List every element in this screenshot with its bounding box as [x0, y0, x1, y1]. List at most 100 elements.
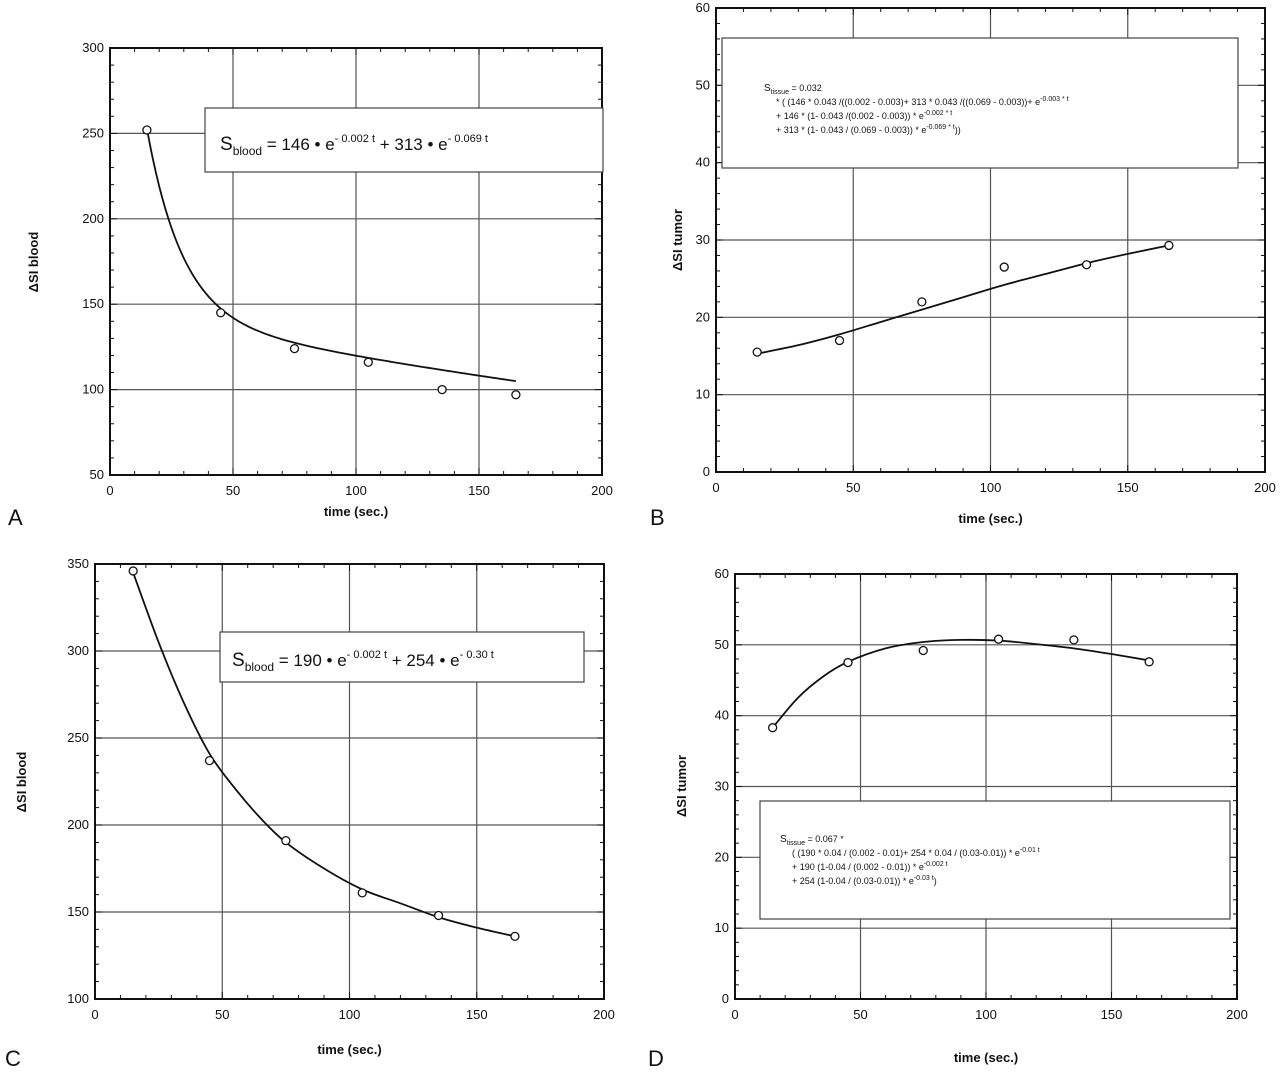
x-axis-label: time (sec.): [317, 1042, 381, 1057]
data-point: [1081, 260, 1092, 270]
data-point: [363, 357, 373, 367]
data-point: [993, 634, 1004, 644]
data-point: [216, 308, 226, 318]
x-tick-label: 0: [731, 1007, 738, 1022]
x-tick-label: 150: [1101, 1007, 1123, 1022]
y-tick-label: 300: [67, 643, 89, 658]
data-point: [142, 125, 152, 135]
fit-curve-line: [132, 572, 516, 938]
data-point: [999, 262, 1009, 272]
y-tick-label: 300: [82, 40, 104, 55]
y-tick-label: 40: [715, 708, 729, 723]
fit-curve-line: [146, 128, 517, 383]
data-point: [510, 931, 520, 942]
y-tick-label: 150: [67, 904, 89, 919]
x-tick-label: 0: [106, 483, 113, 498]
x-tick-label: 50: [853, 1007, 867, 1022]
equation-box: [721, 37, 1239, 169]
y-tick-label: 40: [696, 155, 710, 170]
x-axis-label: time (sec.): [958, 511, 1022, 526]
x-tick-label: 150: [468, 483, 490, 498]
y-axis-label: ΔSI tumor: [670, 209, 685, 271]
y-axis-label: ΔSI blood: [14, 752, 29, 813]
x-tick-label: 50: [215, 1007, 229, 1022]
x-tick-label: 150: [466, 1007, 488, 1022]
y-tick-label: 200: [67, 817, 89, 832]
x-tick-label: 100: [345, 483, 367, 498]
y-tick-label: 100: [82, 382, 104, 397]
x-tick-label: 100: [980, 480, 1002, 495]
x-tick-label: 50: [846, 480, 860, 495]
data-point: [289, 343, 300, 354]
x-tick-label: 100: [975, 1007, 997, 1022]
x-tick-label: 200: [1254, 480, 1276, 495]
panel-c: 0 50 100 150 200 100 150 200 250 300 350 time (sec.…: [5, 556, 615, 1071]
data-point: [918, 645, 928, 656]
data-point: [357, 888, 367, 898]
data-point: [437, 384, 447, 395]
y-tick-label: 0: [703, 464, 710, 479]
y-tick-label: 250: [82, 125, 104, 140]
equation-box: [204, 107, 604, 173]
y-tick-label: 50: [696, 77, 710, 92]
equation-text: ( (190 * 0.04 / (0.002 - 0.01)+ 254 * 0.…: [792, 847, 1040, 858]
y-tick-label: 10: [696, 387, 710, 402]
data-point: [917, 297, 927, 307]
y-tick-label: 30: [715, 779, 729, 794]
data-point: [768, 723, 778, 733]
y-tick-label: 200: [82, 211, 104, 226]
panel-d: 0 50 100 150 200 0 10 20 30 40 50 60 time (sec.) ΔSI …: [648, 566, 1248, 1071]
panel-letter: B: [650, 505, 665, 530]
x-tick-label: 100: [339, 1007, 361, 1022]
x-tick-label: 50: [226, 483, 240, 498]
equation-text: + 146 * (1- 0.043 /(0.002 - 0.003)) * e-…: [776, 110, 952, 121]
data-point: [511, 390, 521, 400]
data-point: [433, 910, 444, 921]
y-tick-label: 10: [715, 920, 729, 935]
y-tick-label: 0: [722, 991, 729, 1006]
equation-text: Sblood = 190 • e- 0.002 t + 254 • e- 0.3…: [232, 649, 494, 674]
y-tick-label: 350: [67, 556, 89, 571]
data-point: [1069, 635, 1079, 645]
equation-text: + 313 * (1- 0.043 / (0.069 - 0.003)) * e…: [776, 124, 961, 135]
data-point: [204, 755, 215, 766]
equation-text: + 254 (1-0.04 / (0.03-0.01)) * e-0.03 t): [792, 875, 937, 886]
fit-curve-line: [771, 638, 1150, 729]
panel-letter: D: [648, 1046, 664, 1071]
panel-letter: A: [8, 505, 23, 530]
y-tick-label: 100: [67, 991, 89, 1006]
data-point: [128, 566, 138, 576]
panel-b: 0 50 100 150 200 0 10 20 30 40 50 60 time (sec.) ΔSI …: [650, 0, 1276, 530]
y-axis-label: ΔSI blood: [26, 232, 41, 293]
y-tick-label: 50: [90, 467, 104, 482]
data-point: [843, 657, 853, 668]
fit-curve-line: [756, 244, 1170, 355]
equation-text: + 190 (1-0.04 / (0.002 - 0.01)) * e-0.00…: [792, 861, 948, 872]
y-axis-label: ΔSI tumor: [674, 755, 689, 817]
x-tick-label: 200: [591, 483, 613, 498]
x-axis-label: time (sec.): [954, 1050, 1018, 1065]
y-tick-label: 250: [67, 730, 89, 745]
equation-box: [219, 631, 585, 683]
x-tick-label: 200: [1226, 1007, 1248, 1022]
equation-text: * ( (146 * 0.043 /((0.002 - 0.003)+ 313 …: [776, 96, 1069, 107]
equation-text: Sblood = 146 • e- 0.002 t + 313 • e- 0.0…: [220, 133, 488, 158]
data-point: [281, 836, 291, 846]
x-axis-label: time (sec.): [324, 504, 388, 519]
data-point: [1144, 657, 1154, 667]
y-tick-label: 20: [715, 849, 729, 864]
data-point: [834, 335, 845, 346]
data-point: [1164, 240, 1174, 251]
x-tick-label: 0: [91, 1007, 98, 1022]
y-tick-label: 60: [696, 0, 710, 15]
equation-text: Stissue = 0.067 *: [780, 834, 844, 847]
y-tick-label: 30: [696, 232, 710, 247]
data-point: [752, 347, 762, 357]
y-tick-label: 60: [715, 566, 729, 581]
y-tick-label: 50: [715, 637, 729, 652]
equation-text: Stissue = 0.032: [764, 83, 822, 96]
x-tick-label: 200: [593, 1007, 615, 1022]
panel-letter: C: [5, 1046, 21, 1071]
